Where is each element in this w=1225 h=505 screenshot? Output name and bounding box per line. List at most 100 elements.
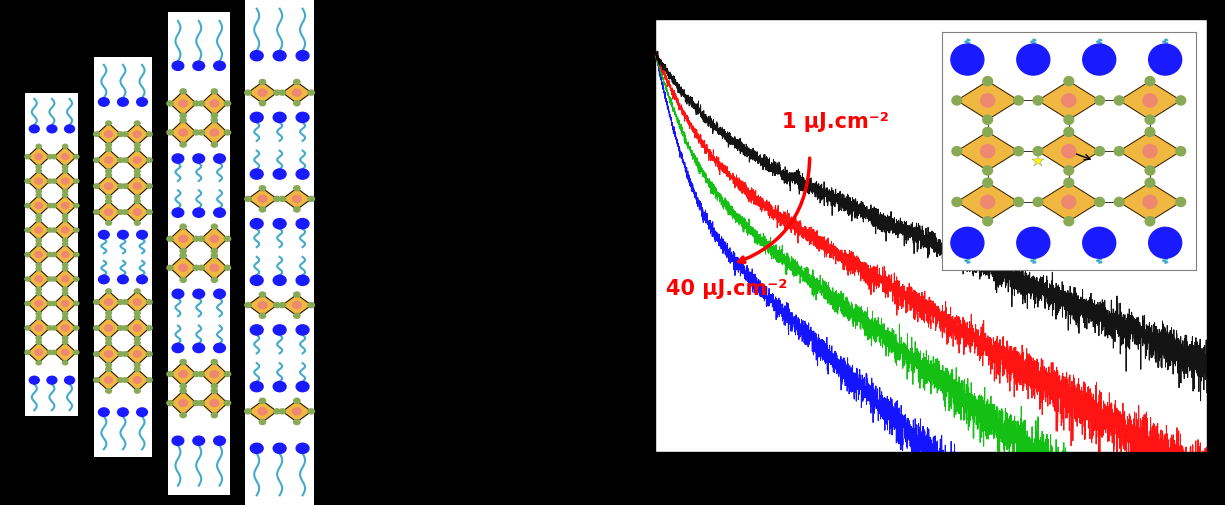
Circle shape [135, 311, 140, 316]
Circle shape [198, 102, 205, 107]
Circle shape [36, 218, 42, 222]
Circle shape [61, 301, 69, 307]
Circle shape [250, 443, 263, 453]
Circle shape [273, 91, 281, 96]
Polygon shape [170, 362, 196, 386]
Polygon shape [97, 369, 120, 391]
Circle shape [36, 214, 42, 219]
Circle shape [104, 158, 113, 164]
Circle shape [105, 367, 111, 372]
Circle shape [294, 186, 300, 191]
Circle shape [105, 311, 111, 316]
Circle shape [180, 360, 186, 365]
Circle shape [62, 190, 67, 194]
Polygon shape [54, 196, 76, 217]
Circle shape [211, 360, 218, 365]
Circle shape [74, 180, 78, 184]
Circle shape [134, 210, 141, 216]
Circle shape [260, 186, 266, 191]
Circle shape [273, 382, 287, 392]
Polygon shape [54, 269, 76, 290]
Circle shape [211, 278, 218, 283]
Circle shape [167, 372, 173, 377]
Circle shape [118, 211, 124, 215]
Circle shape [209, 101, 219, 108]
Circle shape [258, 408, 267, 415]
Circle shape [296, 170, 309, 180]
Circle shape [62, 243, 67, 247]
Circle shape [135, 341, 140, 346]
Circle shape [273, 303, 281, 308]
Circle shape [29, 126, 39, 133]
Circle shape [65, 126, 75, 133]
Circle shape [105, 169, 111, 174]
Polygon shape [28, 220, 50, 241]
Circle shape [209, 130, 219, 137]
Circle shape [192, 344, 205, 353]
Circle shape [74, 302, 78, 306]
Polygon shape [283, 401, 311, 422]
Circle shape [122, 133, 129, 137]
Circle shape [61, 203, 69, 209]
Circle shape [134, 299, 141, 306]
Circle shape [147, 326, 152, 331]
Circle shape [198, 131, 205, 136]
Circle shape [36, 194, 42, 198]
Polygon shape [170, 391, 196, 416]
Circle shape [296, 113, 309, 123]
Circle shape [24, 350, 31, 355]
Circle shape [194, 372, 200, 377]
Text: 1 μJ.cm⁻²: 1 μJ.cm⁻² [783, 112, 889, 132]
Circle shape [273, 443, 287, 453]
Circle shape [105, 143, 111, 148]
Circle shape [104, 377, 113, 383]
Polygon shape [125, 291, 149, 313]
Circle shape [62, 316, 67, 320]
Circle shape [74, 350, 78, 355]
Circle shape [134, 351, 141, 358]
Circle shape [296, 276, 309, 286]
Circle shape [211, 89, 218, 94]
Circle shape [118, 378, 124, 382]
Circle shape [194, 131, 200, 136]
Circle shape [258, 90, 267, 97]
Circle shape [134, 377, 141, 383]
Circle shape [51, 180, 56, 184]
Circle shape [296, 325, 309, 335]
Circle shape [51, 302, 56, 306]
Circle shape [135, 195, 140, 200]
Circle shape [180, 384, 186, 389]
Circle shape [104, 351, 113, 358]
Circle shape [279, 197, 285, 202]
Circle shape [36, 169, 42, 174]
Circle shape [104, 132, 113, 138]
Circle shape [118, 133, 124, 137]
Circle shape [211, 114, 218, 119]
Circle shape [118, 98, 129, 107]
Circle shape [245, 303, 251, 308]
Circle shape [62, 312, 67, 316]
Polygon shape [54, 245, 76, 265]
Circle shape [36, 228, 43, 233]
Circle shape [134, 132, 141, 138]
Circle shape [65, 377, 75, 384]
Circle shape [294, 102, 300, 107]
Polygon shape [201, 227, 228, 251]
Circle shape [250, 170, 263, 180]
Circle shape [93, 211, 99, 215]
Polygon shape [97, 343, 120, 365]
Polygon shape [283, 295, 311, 316]
Circle shape [118, 276, 129, 284]
Circle shape [98, 231, 109, 239]
Circle shape [296, 443, 309, 453]
Circle shape [62, 239, 67, 243]
Circle shape [36, 179, 43, 185]
Circle shape [122, 184, 129, 189]
Circle shape [192, 62, 205, 71]
Circle shape [294, 208, 300, 213]
Circle shape [93, 352, 99, 357]
Circle shape [62, 169, 67, 174]
Circle shape [24, 180, 31, 184]
Circle shape [194, 401, 200, 406]
Circle shape [93, 184, 99, 189]
